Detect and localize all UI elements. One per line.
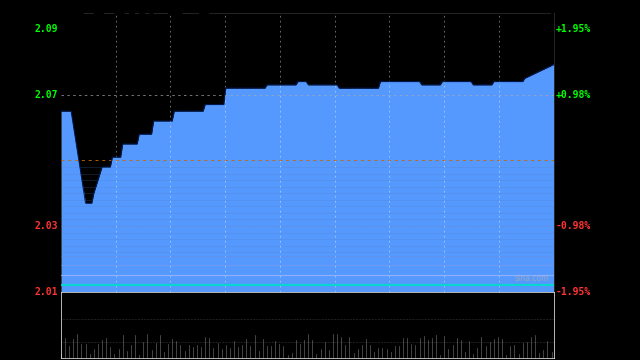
Text: 2.07: 2.07 xyxy=(35,90,58,100)
Text: 2.01: 2.01 xyxy=(35,287,58,297)
Text: -1.95%: -1.95% xyxy=(556,287,591,297)
Text: +0.98%: +0.98% xyxy=(556,90,591,100)
Text: sina.com: sina.com xyxy=(515,274,548,283)
Text: 2.09: 2.09 xyxy=(35,24,58,34)
Text: -0.98%: -0.98% xyxy=(556,221,591,231)
Text: +1.95%: +1.95% xyxy=(556,24,591,34)
Text: 2.03: 2.03 xyxy=(35,221,58,231)
